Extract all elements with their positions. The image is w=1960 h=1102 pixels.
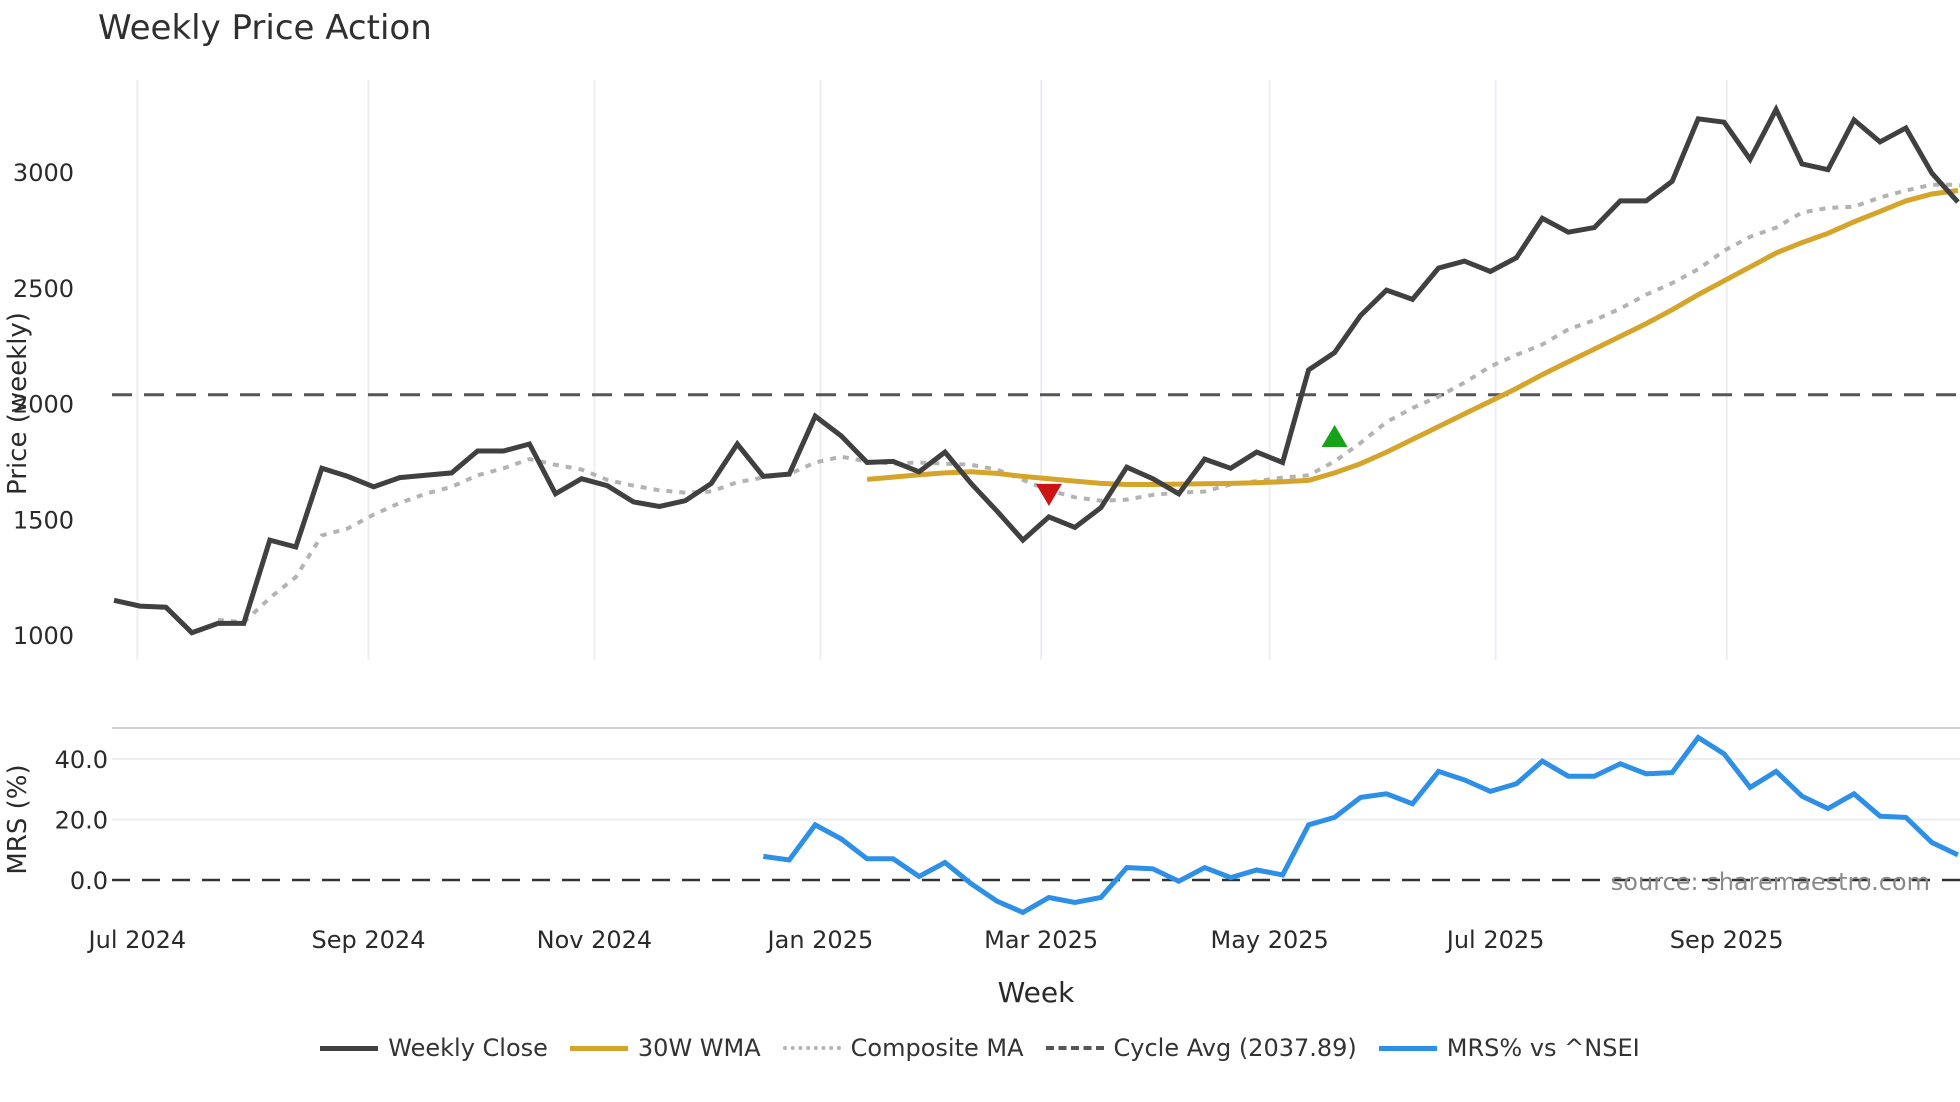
legend-item-mrs[interactable]: MRS% vs ^NSEI (1378, 1034, 1640, 1062)
mrs-y-tick-label: 40.0 (55, 746, 108, 774)
price-y-tick-label: 1500 (13, 506, 74, 534)
weekly-close-line (113, 103, 1960, 636)
x-tick-label: Mar 2025 (984, 926, 1098, 954)
price-y-tick-label: 3000 (13, 159, 74, 187)
source-watermark: source: sharemaestro.com (1611, 868, 1930, 896)
legend-swatch-dashed-icon (1045, 1046, 1104, 1050)
legend: Weekly Close 30W WMA Composite MA Cycle … (0, 1034, 1960, 1062)
legend-label: Weekly Close (388, 1034, 548, 1062)
buy-signal-triangle-up-icon (1321, 424, 1348, 447)
mrs-y-axis-title: MRS (%) (3, 764, 33, 874)
legend-item-wma[interactable]: 30W WMA (569, 1034, 761, 1062)
legend-item-composite-ma[interactable]: Composite MA (782, 1034, 1024, 1062)
chart-title: Weekly Price Action (98, 8, 432, 48)
sell-signal-triangle-down-icon (1035, 483, 1062, 506)
legend-label: Cycle Avg (2037.89) (1113, 1034, 1357, 1062)
wma-line (866, 188, 1959, 487)
mrs-line (762, 734, 1959, 916)
legend-label: Composite MA (850, 1034, 1024, 1062)
legend-swatch-dotted-icon (782, 1046, 841, 1050)
legend-swatch-solid-icon (320, 1045, 379, 1051)
mrs-y-tick-label: 0.0 (70, 867, 108, 895)
price-y-tick-label: 1000 (13, 622, 74, 650)
x-tick-label: Jul 2024 (87, 926, 187, 954)
x-tick-label: Nov 2024 (537, 926, 653, 954)
legend-label: MRS% vs ^NSEI (1446, 1034, 1640, 1062)
legend-swatch-solid-icon (569, 1045, 628, 1051)
x-tick-label: Jul 2025 (1445, 926, 1545, 954)
price-y-axis-title: Price (weekly) (3, 312, 33, 495)
composite-ma-line (217, 182, 1960, 625)
legend-item-weekly-close[interactable]: Weekly Close (320, 1034, 548, 1062)
x-axis-title: Week (998, 976, 1075, 1009)
legend-item-cycle-avg[interactable]: Cycle Avg (2037.89) (1045, 1034, 1357, 1062)
x-tick-label: May 2025 (1211, 926, 1329, 954)
legend-swatch-solid-icon (1378, 1045, 1437, 1051)
mrs-y-tick-label: 20.0 (55, 807, 108, 835)
price-y-tick-label: 2000 (13, 391, 74, 419)
legend-label: 30W WMA (637, 1034, 761, 1062)
x-tick-label: Jan 2025 (766, 926, 874, 954)
x-tick-label: Sep 2024 (312, 926, 426, 954)
x-tick-label: Sep 2025 (1670, 926, 1784, 954)
price-y-tick-label: 2500 (13, 275, 74, 303)
